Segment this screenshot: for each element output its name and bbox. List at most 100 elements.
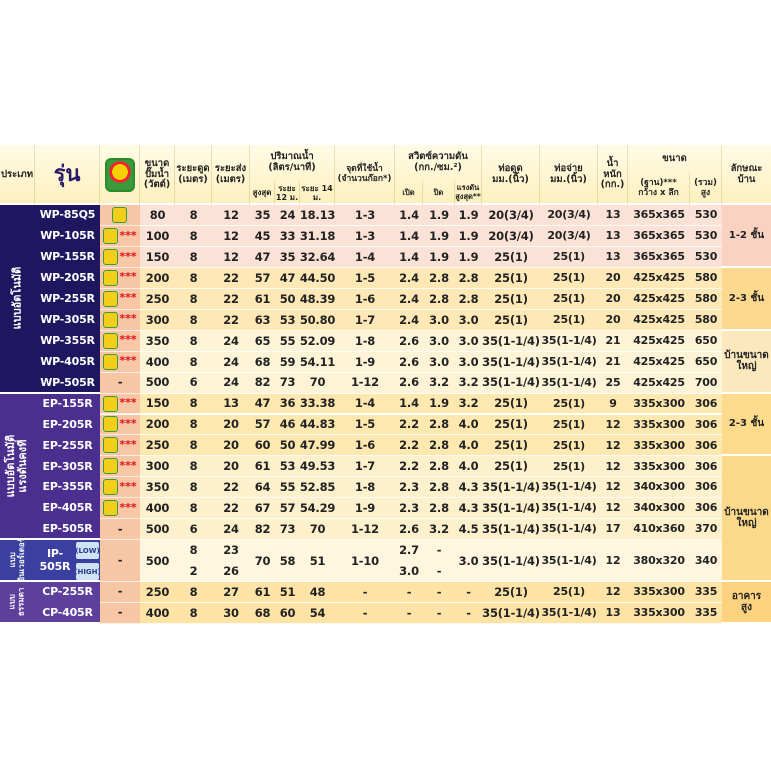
value: 2.8: [429, 291, 449, 306]
value: 1-9: [354, 501, 376, 516]
row-bg: [140, 288, 722, 310]
mode: (HIGH): [76, 567, 99, 576]
value: 35(1-1/4): [482, 375, 540, 390]
value: 57: [254, 417, 271, 432]
value-cell: 25(1): [482, 415, 540, 436]
value-cell: 82: [250, 373, 275, 394]
house-type: 1-2 ชั้น: [728, 229, 765, 241]
value: 335x300: [633, 585, 685, 599]
value: 70: [254, 553, 271, 568]
value: 26: [223, 564, 239, 578]
value: 35(1-1/4): [541, 480, 597, 494]
value-cell: 1-7: [335, 310, 395, 331]
energy-stars: ***: [119, 459, 137, 473]
value-cell: 400: [140, 603, 175, 624]
value-cell: 22: [212, 268, 250, 289]
value: 1.4: [399, 249, 419, 264]
value: -: [466, 605, 471, 620]
energy-stars: ***: [119, 354, 137, 368]
energy-label-header: [100, 145, 140, 205]
value-cell: 400: [140, 498, 175, 519]
header-pipe-out: มม.(นิ้ว): [550, 174, 587, 185]
value: 20: [223, 438, 239, 453]
value: 8: [189, 291, 198, 306]
value: 64: [254, 480, 271, 495]
value: 8: [189, 207, 198, 222]
model: WP-105R: [40, 229, 95, 243]
value-cell: 27: [212, 582, 250, 603]
value-cell: 200: [140, 268, 175, 289]
value-cell: 20: [598, 289, 628, 310]
value-cell: 2.8: [423, 415, 455, 436]
header-flow-sub-cell: ระยะ 14 ม.: [300, 181, 335, 205]
value-cell: 2.8: [423, 435, 455, 456]
value-cell: 51: [275, 582, 300, 603]
value: 8: [189, 605, 198, 620]
value-cell: 35(1-1/4): [540, 519, 598, 540]
value-cell: 8: [175, 352, 212, 373]
house-type-cell: 2-3 ชั้น: [722, 393, 771, 457]
model: WP-505R: [40, 375, 95, 389]
value-cell: 8: [175, 331, 212, 352]
value-cell: 2.8: [455, 289, 482, 310]
value-cell: 306: [690, 394, 722, 415]
value: 250: [145, 584, 170, 599]
value: 340: [694, 553, 718, 567]
value: 530: [694, 250, 718, 264]
value-cell: 3.2: [455, 394, 482, 415]
value: 52.09: [300, 333, 335, 348]
value-cell: 1-10: [335, 540, 395, 582]
value: 365x365: [633, 250, 685, 264]
model-cell: EP-305R: [35, 456, 100, 477]
value: 425x425: [633, 333, 685, 347]
value: 18.13: [300, 207, 335, 222]
value-cell: 24: [212, 519, 250, 540]
value: 3.0: [429, 333, 449, 348]
value-cell: 500: [140, 540, 175, 582]
value-cell: 45: [250, 226, 275, 247]
value: 500: [145, 375, 170, 390]
value-cell: 35(1-1/4): [540, 477, 598, 498]
value: 12: [605, 480, 621, 494]
value: 2.8: [458, 291, 479, 306]
value-cell: 53: [275, 456, 300, 477]
value-cell: 20: [212, 435, 250, 456]
value: 3.2: [429, 522, 449, 537]
value-cell: 25(1): [540, 268, 598, 289]
energy-cell: ***: [100, 309, 140, 331]
value: 22: [223, 291, 239, 306]
value-cell: 340x300: [628, 498, 690, 519]
value: 13: [605, 229, 621, 243]
value-cell: 17: [598, 519, 628, 540]
value: 2.4: [399, 312, 419, 327]
value-cell: 26: [212, 561, 250, 582]
value: 1-10: [351, 553, 379, 568]
value: 4.3: [458, 501, 479, 516]
row-bg: [140, 330, 722, 352]
value: 47: [254, 249, 271, 264]
value-cell: 150: [140, 394, 175, 415]
value: 8: [189, 459, 198, 474]
value: 35(1-1/4): [482, 522, 540, 537]
value: 1-4: [354, 396, 376, 411]
energy-icon: [103, 395, 119, 412]
value: 35(1-1/4): [541, 606, 597, 620]
value-cell: 20: [598, 310, 628, 331]
value: 13: [223, 396, 239, 411]
value: 22: [223, 270, 239, 285]
value: 20: [605, 312, 621, 326]
value: 1.4: [399, 228, 419, 243]
value-cell: 2.7: [395, 540, 423, 561]
energy-cell: ***: [100, 456, 140, 478]
value-cell: 425x425: [628, 373, 690, 394]
value-cell: 59: [275, 352, 300, 373]
value-cell: 46: [275, 415, 300, 436]
house-type-cell: บ้านขนาด ใหญ่: [722, 330, 771, 394]
value-cell: 335x300: [628, 456, 690, 477]
value: 400: [145, 501, 170, 516]
value-cell: 350: [140, 477, 175, 498]
header-weight: น้ำหนัก: [603, 157, 622, 180]
value-cell: 2.8: [423, 456, 455, 477]
header-discharge: (เมตร): [215, 174, 246, 185]
